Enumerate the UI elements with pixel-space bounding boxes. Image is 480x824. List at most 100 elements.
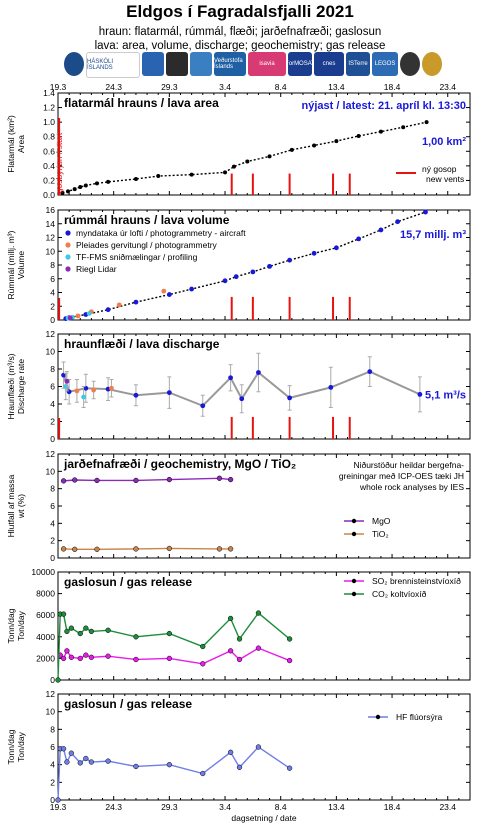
x-tick-label-top: 18.4: [384, 82, 401, 92]
data-point: [72, 546, 78, 552]
series-line: [62, 370, 421, 407]
x-tick-label: 8.4: [275, 802, 287, 812]
data-point: [133, 477, 139, 484]
data-point: [189, 172, 194, 177]
y-tick-label: 1.4: [43, 88, 55, 98]
data-point: [105, 758, 111, 764]
x-tick-label-top: 19.3: [50, 82, 67, 92]
plot-frame: [57, 453, 471, 559]
data-point: [64, 378, 70, 384]
legend-label: Pleiades gervitungl / photogrammetry: [76, 240, 218, 250]
y-tick-label: 12: [46, 449, 56, 459]
data-point: [166, 476, 173, 483]
legend-label: MgO: [372, 516, 391, 526]
y-tick-label: 8: [50, 724, 55, 734]
plot-frame: [57, 209, 471, 321]
isavia-logo: isavia: [248, 52, 286, 76]
data-point: [60, 546, 67, 552]
haskoli-islands-logo: HÁSKÓLI ÍSLANDS: [86, 52, 140, 78]
data-point: [83, 652, 89, 658]
y-tick-label: 2: [50, 536, 55, 546]
data-point: [81, 394, 87, 400]
data-point: [60, 611, 67, 617]
data-point: [255, 645, 262, 651]
data-point: [116, 302, 122, 308]
y-tick-label: 0.8: [43, 132, 55, 142]
data-point: [423, 209, 428, 215]
legend-marker: [351, 518, 357, 524]
data-point: [60, 478, 67, 484]
y-tick-label: 0.6: [43, 146, 55, 156]
data-point: [401, 125, 406, 130]
data-point: [55, 797, 61, 803]
data-point: [189, 286, 195, 292]
data-point: [68, 654, 75, 660]
data-point: [333, 245, 339, 251]
y-tick-label: 8: [50, 484, 55, 494]
panel-title: flatarmál hrauns / lava area: [64, 96, 219, 110]
panel-1: 0.0 0.2 0.4 0.6 0.8 1.0 1.2 1.4 Flatarmál (km²) A…: [6, 88, 471, 200]
y-tick-label: 10: [46, 246, 56, 256]
y-tick-label: 6: [50, 382, 55, 392]
data-point: [67, 315, 73, 321]
x-axis-label: dagsetning / date: [231, 813, 296, 823]
analysis-note: Niðurstöður heildar bergefna-: [353, 460, 464, 470]
y-tick-label: 2000: [36, 653, 55, 663]
data-point: [105, 653, 111, 659]
data-point: [286, 636, 293, 642]
y-tick-label: 4: [50, 399, 55, 409]
data-point: [156, 174, 161, 179]
y-tick-label: 0: [50, 553, 55, 563]
y-axis-label: Ton/day: [16, 731, 26, 762]
legend-marker: [351, 531, 357, 537]
y-tick-label: 10: [46, 466, 56, 476]
data-point: [161, 288, 167, 294]
panel-4: 0 2 4 6 8 10 12 Hlutfall af massa wt (%) jarðefna…: [6, 449, 471, 563]
eruption-start-label: gosbyrjun / start: [54, 132, 64, 193]
data-point: [222, 278, 228, 284]
x-tick-label: 23.4: [439, 802, 456, 812]
data-point: [61, 372, 66, 378]
series-line: [57, 612, 291, 681]
y-tick-label: 6: [50, 274, 55, 284]
legend-marker: [65, 254, 71, 260]
data-point: [60, 190, 65, 195]
data-point: [255, 744, 262, 750]
data-point: [227, 648, 234, 654]
y-tick-label: 8: [50, 260, 55, 270]
data-point: [133, 299, 139, 305]
legend-marker: [65, 242, 71, 248]
panel-6: 0 2 4 6 8 10 12 Tonn/dag Ton/day gaslosun / gas r…: [6, 689, 471, 805]
data-point: [88, 654, 95, 660]
data-point: [250, 269, 256, 275]
data-point: [245, 159, 250, 164]
y-tick-label: 0: [50, 675, 55, 685]
data-point: [287, 257, 293, 263]
legend-label: TiO₂: [372, 529, 389, 539]
y-tick-label: 0: [50, 795, 55, 805]
data-point: [83, 183, 88, 188]
x-tick-label-top: 24.3: [105, 82, 122, 92]
y-axis-label: Hraunflæði (m³/s): [6, 353, 16, 419]
figure-header: Eldgos í Fagradalsfjalli 2021 hraun: fla…: [0, 0, 480, 80]
latest-value: 15,7 millj. m³: [400, 229, 466, 241]
data-point: [66, 189, 71, 194]
y-axis-label: wt (%): [16, 494, 26, 519]
data-point: [236, 656, 243, 663]
y-tick-label: 12: [46, 233, 56, 243]
data-point: [105, 627, 111, 633]
data-point: [166, 762, 173, 768]
vedurstofa-logo: Veðurstofa Íslands: [214, 52, 246, 76]
data-point: [227, 749, 234, 755]
data-point: [109, 385, 114, 391]
y-axis-label: Ton/day: [16, 610, 26, 641]
isterre-logo: ISTerre: [346, 52, 370, 76]
data-point: [77, 655, 83, 662]
analysis-note: greiningar með ICP-OES tæki JH: [339, 471, 464, 481]
y-tick-label: 0: [50, 434, 55, 444]
data-point: [424, 120, 429, 125]
data-point: [133, 176, 138, 181]
data-point: [68, 750, 75, 756]
figure-subtitle-english: lava: area, volume, discharge; geochemis…: [94, 40, 386, 52]
lmi-logo: [190, 52, 212, 76]
